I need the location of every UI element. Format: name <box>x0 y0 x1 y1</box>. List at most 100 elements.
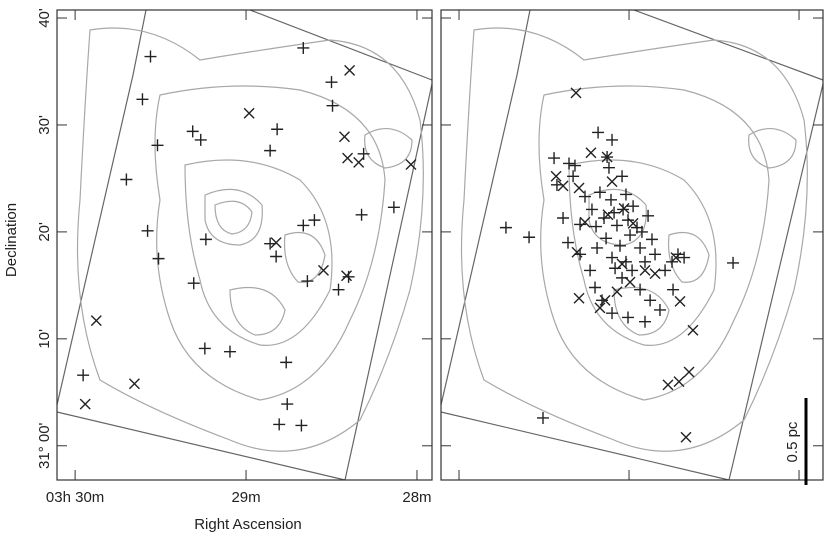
x-tick-label: 28m <box>402 489 431 506</box>
x-marker <box>585 147 597 159</box>
plus-marker <box>606 251 619 264</box>
x-marker <box>611 286 623 298</box>
plus-marker <box>593 186 606 199</box>
plus-marker <box>301 275 314 288</box>
plus-marker <box>186 125 199 138</box>
y-tick-label: 10' <box>36 329 53 349</box>
plus-marker <box>610 219 623 232</box>
x-marker <box>570 87 582 99</box>
x-marker <box>618 202 630 214</box>
plus-marker <box>590 220 603 233</box>
x-marker <box>90 315 102 327</box>
plus-marker <box>627 200 640 213</box>
plus-marker <box>557 211 570 224</box>
x-marker <box>353 156 365 168</box>
plus-marker <box>678 251 691 264</box>
plus-marker <box>584 264 597 277</box>
plus-marker <box>194 133 207 146</box>
plus-marker <box>281 398 294 411</box>
plus-marker <box>639 255 652 268</box>
plus-marker <box>585 203 598 216</box>
plus-marker <box>152 252 165 265</box>
x-marker <box>606 176 618 188</box>
y-tick-label: 40' <box>36 8 53 28</box>
plus-marker <box>332 283 345 296</box>
x-marker <box>627 217 639 229</box>
plus-marker <box>589 281 602 294</box>
plus-marker <box>77 369 90 382</box>
plus-marker <box>326 99 339 112</box>
plus-marker <box>271 123 284 136</box>
plus-marker <box>619 188 632 201</box>
plus-marker <box>609 262 622 275</box>
x-marker <box>670 252 682 264</box>
plus-marker <box>644 294 657 307</box>
plus-marker <box>198 342 211 355</box>
x-marker <box>557 180 569 192</box>
y-tick-label: 20' <box>36 222 53 242</box>
plus-marker <box>499 221 512 234</box>
plus-marker <box>619 255 632 268</box>
plus-marker <box>308 214 321 227</box>
plus-marker <box>622 311 635 324</box>
plus-marker <box>151 139 164 152</box>
x-marker <box>341 270 353 282</box>
x-marker <box>673 376 685 388</box>
plus-marker <box>645 233 658 246</box>
plus-marker <box>523 231 536 244</box>
plus-marker <box>223 345 236 358</box>
plot-frame <box>56 9 433 481</box>
x-marker <box>662 379 674 391</box>
plus-marker <box>639 315 652 328</box>
plus-marker <box>614 239 627 252</box>
x-marker <box>680 431 692 443</box>
plus-marker <box>642 209 655 222</box>
plus-marker <box>626 264 639 277</box>
plus-marker <box>295 419 308 432</box>
plus-marker <box>561 236 574 249</box>
plus-marker <box>602 161 615 174</box>
plus-marker <box>270 250 283 263</box>
plus-marker <box>653 303 666 316</box>
x-marker <box>338 131 350 143</box>
x-marker <box>270 237 282 249</box>
plus-marker <box>671 248 684 261</box>
plus-marker <box>199 233 212 246</box>
plus-marker <box>297 219 310 232</box>
plus-marker <box>567 170 580 183</box>
plus-marker <box>667 283 680 296</box>
plot-frame <box>440 9 824 481</box>
plus-marker <box>563 157 576 170</box>
x-marker <box>602 209 614 221</box>
y-tick-label: 30' <box>36 115 53 135</box>
x-marker <box>674 295 686 307</box>
plus-marker <box>264 144 277 157</box>
plus-marker <box>635 225 648 238</box>
x-axis-label: Right Ascension <box>194 516 302 533</box>
plus-marker <box>595 294 608 307</box>
plus-marker <box>297 41 310 54</box>
x-tick-label: 03h 30m <box>46 489 104 506</box>
plus-marker <box>600 232 613 245</box>
plus-marker <box>634 283 647 296</box>
contours-right <box>440 9 824 481</box>
plus-marker <box>273 418 286 431</box>
x-marker <box>624 276 636 288</box>
x-marker <box>342 152 354 164</box>
plus-marker <box>634 241 647 254</box>
x-marker <box>405 159 417 171</box>
x-marker <box>594 302 606 314</box>
plus-marker <box>727 256 740 269</box>
x-marker <box>616 258 628 270</box>
plus-marker <box>592 126 605 139</box>
x-tick-label: 29m <box>231 489 260 506</box>
x-marker <box>571 246 583 258</box>
x-marker <box>128 378 140 390</box>
y-tick-label: 31° 00' <box>36 422 53 469</box>
x-marker <box>344 64 356 76</box>
plus-marker <box>622 214 635 227</box>
x-marker <box>639 264 651 276</box>
plus-marker <box>537 411 550 424</box>
plus-marker <box>568 159 581 172</box>
plus-marker <box>574 218 587 231</box>
